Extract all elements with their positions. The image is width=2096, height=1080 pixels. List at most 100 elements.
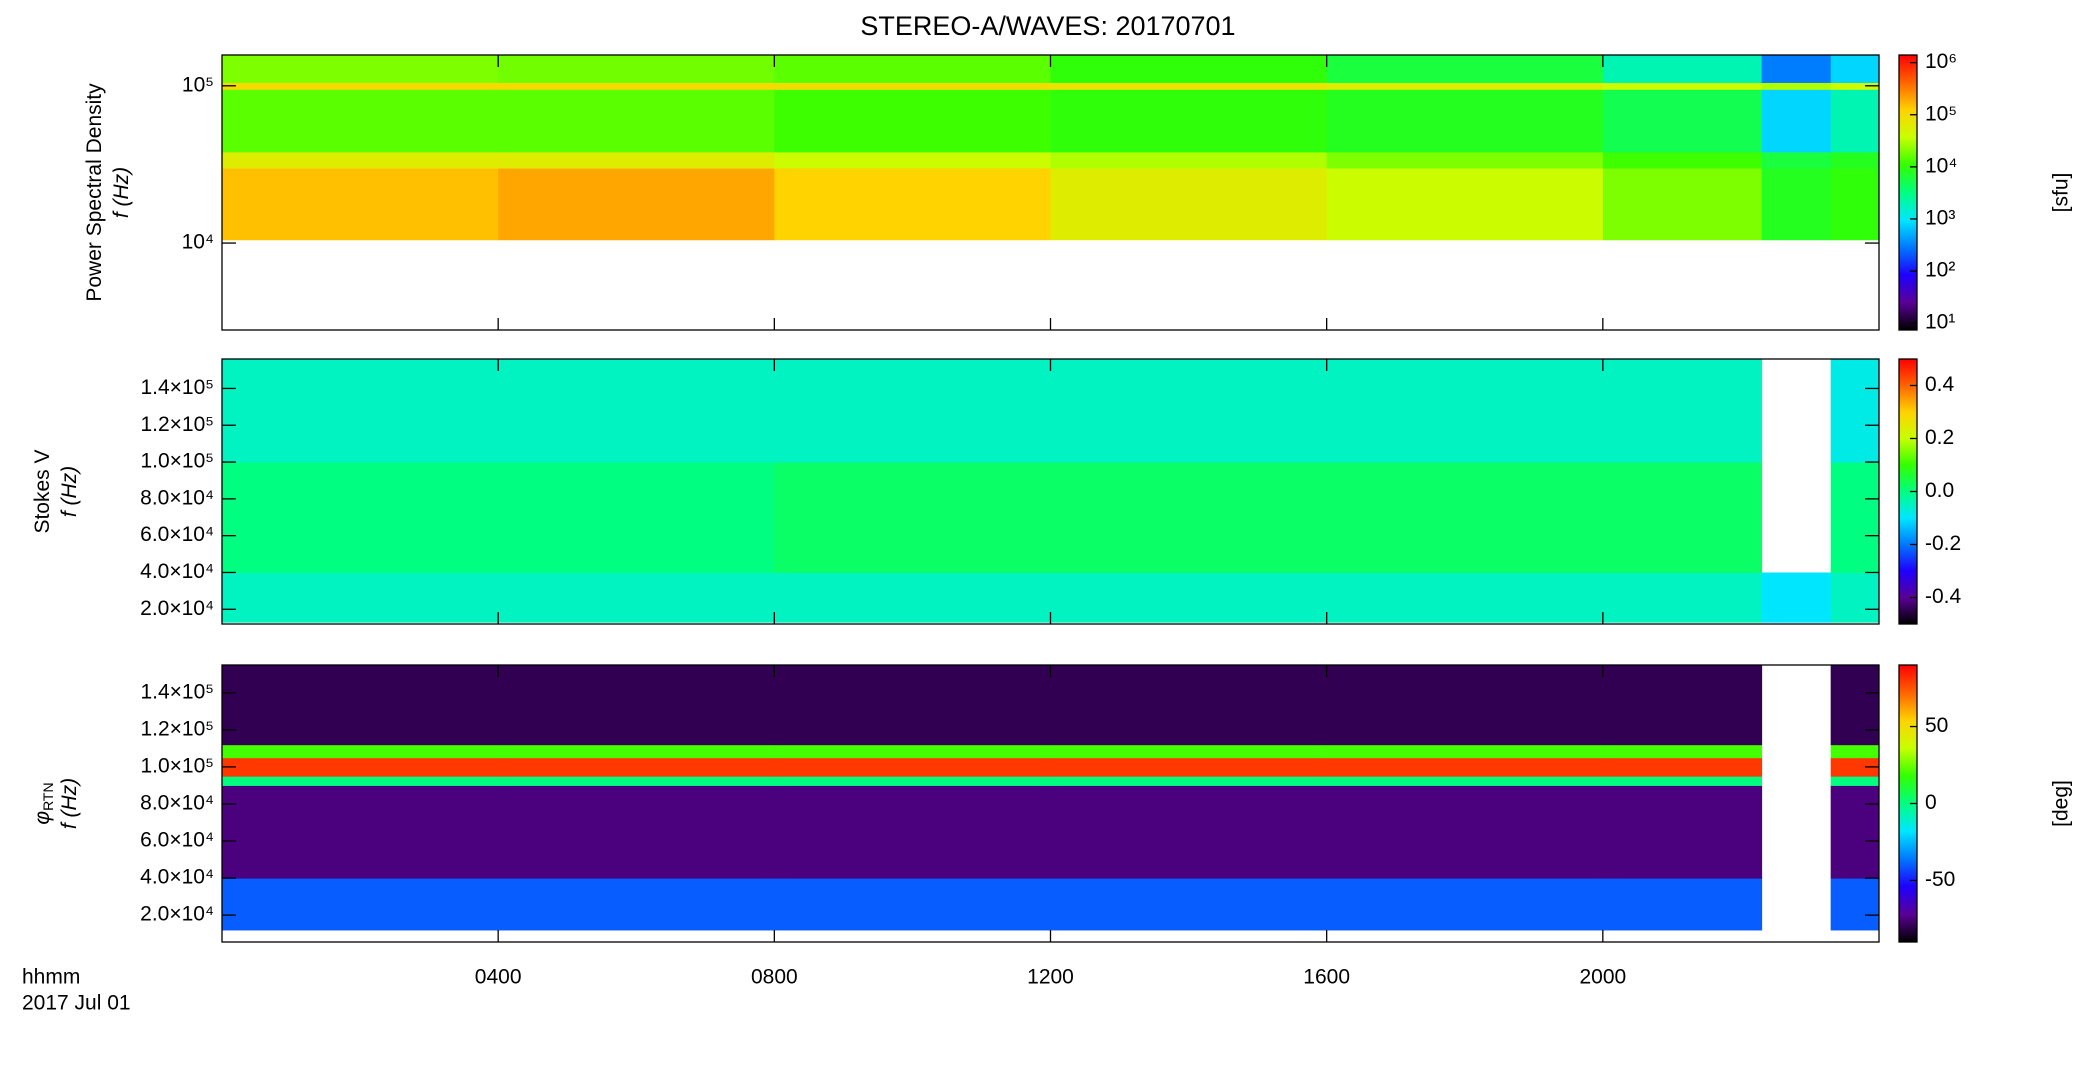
y-axis-label-subscript: RTN xyxy=(40,782,56,811)
x-axis-label: hhmm xyxy=(22,966,80,989)
y-tick-label: 10⁵ xyxy=(182,73,214,96)
heatmap-cell xyxy=(498,462,775,573)
heatmap-cell xyxy=(1830,744,1880,759)
heatmap-cell xyxy=(498,878,775,931)
heatmap-cell xyxy=(222,462,499,573)
x-tick-label: 2000 xyxy=(1579,966,1626,989)
heatmap-cell xyxy=(1602,55,1763,83)
heatmap-cell xyxy=(222,757,499,777)
heatmap-cell xyxy=(498,572,775,623)
heatmap-cell xyxy=(498,168,775,241)
heatmap-cell xyxy=(1602,462,1763,573)
heatmap-cell xyxy=(1830,572,1880,623)
heatmap-cell xyxy=(1050,572,1328,623)
x-tick-label: 0400 xyxy=(475,966,522,989)
colorbar-tick-label: 10⁶ xyxy=(1925,50,1957,73)
y-tick-label: 4.0×10⁴ xyxy=(140,560,214,583)
y-axis-label: f (Hz) xyxy=(58,466,81,517)
colorbar-label: [sfu] xyxy=(2050,173,2073,213)
heatmap-cell xyxy=(1761,572,1832,623)
y-axis-label-text: f (Hz) xyxy=(58,466,81,517)
heatmap-cell xyxy=(1830,151,1880,169)
chart-title: STEREO-A/WAVES: 20170701 xyxy=(860,11,1235,41)
heatmap-cell xyxy=(774,785,1051,879)
heatmap-cell xyxy=(774,89,1051,153)
heatmap-cell xyxy=(1050,878,1328,931)
colorbar-tick-label: 10⁴ xyxy=(1925,154,1957,177)
heatmap-cell xyxy=(1326,89,1604,153)
x-tick-label: 1200 xyxy=(1027,966,1074,989)
heatmap-cell xyxy=(1050,55,1328,83)
heatmap-cell xyxy=(1050,785,1328,879)
y-tick-label: 10⁴ xyxy=(182,231,214,254)
colorbar-tick-label: 10³ xyxy=(1925,207,1955,230)
y-axis-label: f (Hz) xyxy=(110,167,133,218)
heatmap-cell xyxy=(774,359,1051,463)
heatmap-cell xyxy=(1050,665,1328,746)
colorbar-tick-label: 0.0 xyxy=(1925,479,1954,502)
heatmap-cell xyxy=(222,665,499,746)
heatmap-cell xyxy=(1050,151,1328,169)
heatmap-cell xyxy=(774,665,1051,746)
colorbar xyxy=(1898,54,1918,331)
heatmap-cell xyxy=(1830,462,1880,573)
heatmap-cell xyxy=(774,757,1051,777)
y-tick-label: 8.0×10⁴ xyxy=(140,486,214,509)
heatmap-cell xyxy=(1761,151,1832,169)
colorbar-tick-label: 10⁵ xyxy=(1925,102,1957,125)
heatmap-cell xyxy=(498,82,775,90)
x-tick-label: 1600 xyxy=(1303,966,1350,989)
heatmap-cell xyxy=(1830,878,1880,931)
heatmap-cell xyxy=(1761,55,1832,83)
heatmap-cell xyxy=(1602,776,1763,786)
heatmap-cell xyxy=(1326,82,1604,90)
heatmap-cell xyxy=(1830,168,1880,241)
y-tick-label: 1.4×10⁵ xyxy=(140,376,214,399)
heatmap-cell xyxy=(774,82,1051,90)
y-axis-label-text: Power Spectral Density xyxy=(83,83,106,302)
heatmap-cell xyxy=(1326,168,1604,241)
heatmap-cell xyxy=(1602,82,1763,90)
heatmap-cell xyxy=(1326,151,1604,169)
y-tick-label: 1.0×10⁵ xyxy=(140,754,214,777)
heatmap-cell xyxy=(1830,359,1880,463)
heatmap-cell xyxy=(1830,55,1880,83)
y-axis-label-text: Stokes V xyxy=(31,449,54,533)
heatmap-cell xyxy=(498,89,775,153)
heatmap-cell xyxy=(498,359,775,463)
y-tick-label: 2.0×10⁴ xyxy=(140,597,214,620)
y-tick-label: 1.4×10⁵ xyxy=(140,680,214,703)
heatmap-cell xyxy=(1761,89,1832,153)
heatmap-cell xyxy=(1602,572,1763,623)
heatmap-cell xyxy=(774,462,1051,573)
y-axis-label-text: φ xyxy=(31,811,54,825)
colorbar-label: [deg] xyxy=(2050,780,2073,827)
y-tick-label: 1.0×10⁵ xyxy=(140,450,214,473)
heatmap-cell xyxy=(1830,89,1880,153)
heatmap-cell xyxy=(498,776,775,786)
heatmap-cell xyxy=(1761,82,1832,90)
heatmap-cell xyxy=(222,776,499,786)
heatmap-cell xyxy=(498,785,775,879)
heatmap-cell xyxy=(1602,785,1763,879)
heatmap-cell xyxy=(1050,82,1328,90)
heatmap-cell xyxy=(498,744,775,759)
heatmap-cell xyxy=(498,151,775,169)
heatmap-cell xyxy=(1830,785,1880,879)
heatmap-cell xyxy=(222,359,499,463)
heatmap-cell xyxy=(1050,168,1328,241)
heatmap-cell xyxy=(1602,359,1763,463)
heatmap-cell xyxy=(1602,168,1763,241)
heatmap-cell xyxy=(774,572,1051,623)
y-tick-label: 2.0×10⁴ xyxy=(140,903,214,926)
y-axis-label: φRTN xyxy=(31,782,56,824)
colorbar-tick-label: 10¹ xyxy=(1925,311,1955,334)
heatmap-cell xyxy=(1326,55,1604,83)
heatmap-cell xyxy=(498,55,775,83)
heatmap-cell xyxy=(222,785,499,879)
y-tick-label: 4.0×10⁴ xyxy=(140,866,214,889)
heatmap-cell xyxy=(222,572,499,623)
heatmap-cell xyxy=(222,151,499,169)
